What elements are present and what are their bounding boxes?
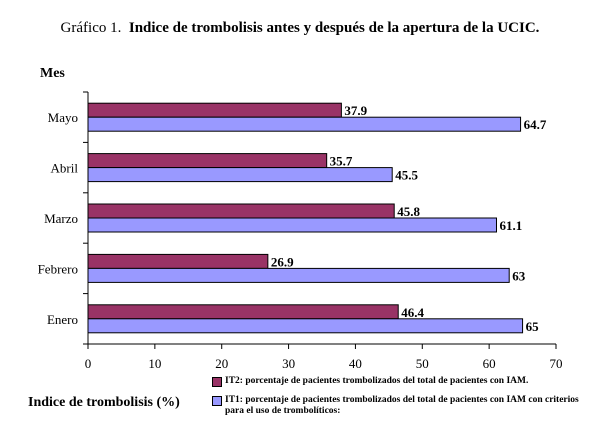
x-tick-label: 30 xyxy=(282,356,295,371)
x-tick-label: 0 xyxy=(85,356,92,371)
x-axis-label: Indice de trombolisis (%) xyxy=(28,395,180,410)
legend-label-it2: IT2: porcentaje de pacientes trombolizad… xyxy=(225,376,529,386)
x-tick-label: 60 xyxy=(483,356,496,371)
data-label-it1: 45.5 xyxy=(395,168,418,183)
data-label-it2: 37.9 xyxy=(344,103,367,118)
chart-title-main: Indice de trombolisis antes y después de… xyxy=(128,20,540,36)
legend-swatch-it1 xyxy=(212,396,222,406)
legend-label-it1: IT1: porcentaje de pacientes trombolizad… xyxy=(225,395,579,416)
data-label-it1: 63 xyxy=(512,268,526,283)
legend-swatch-it2 xyxy=(212,377,222,387)
category-label: Marzo xyxy=(44,211,78,226)
y-axis-label: Mes xyxy=(40,66,65,81)
category-label: Mayo xyxy=(48,110,78,125)
data-label-it2: 45.8 xyxy=(397,204,420,219)
data-label-it1: 64.7 xyxy=(524,117,547,132)
legend: IT2: porcentaje de pacientes trombolizad… xyxy=(212,376,600,425)
legend-item-it2: IT2: porcentaje de pacientes trombolizad… xyxy=(212,376,600,387)
bar-it2 xyxy=(87,253,269,269)
data-label-it2: 26.9 xyxy=(271,254,294,269)
data-label-it1: 61.1 xyxy=(499,218,522,233)
bar-it2 xyxy=(87,304,399,320)
x-tick-label: 70 xyxy=(550,356,563,371)
bar-it2 xyxy=(87,203,395,219)
chart-title: Gráfico 1. Indice de trombolisis antes y… xyxy=(40,18,560,39)
bar-it1 xyxy=(87,116,522,132)
x-tick-label: 20 xyxy=(215,356,228,371)
data-label-it1: 65 xyxy=(526,319,540,334)
bar-it1 xyxy=(87,318,524,334)
category-label: Abril xyxy=(51,161,79,176)
bar-it2 xyxy=(87,153,328,169)
data-label-it2: 46.4 xyxy=(401,305,424,320)
x-tick-label: 50 xyxy=(416,356,429,371)
legend-item-it1: IT1: porcentaje de pacientes trombolizad… xyxy=(212,395,600,417)
data-label-it2: 35.7 xyxy=(330,154,353,169)
bar-it1 xyxy=(87,217,497,233)
bar-it1 xyxy=(87,167,393,183)
bar-it2 xyxy=(87,102,342,118)
bar-it1 xyxy=(87,267,510,283)
category-label: Enero xyxy=(47,312,78,327)
category-label: Febrero xyxy=(38,261,78,276)
chart-title-prefix: Gráfico 1. xyxy=(60,20,122,36)
x-tick-label: 10 xyxy=(148,356,161,371)
x-tick-label: 40 xyxy=(349,356,362,371)
